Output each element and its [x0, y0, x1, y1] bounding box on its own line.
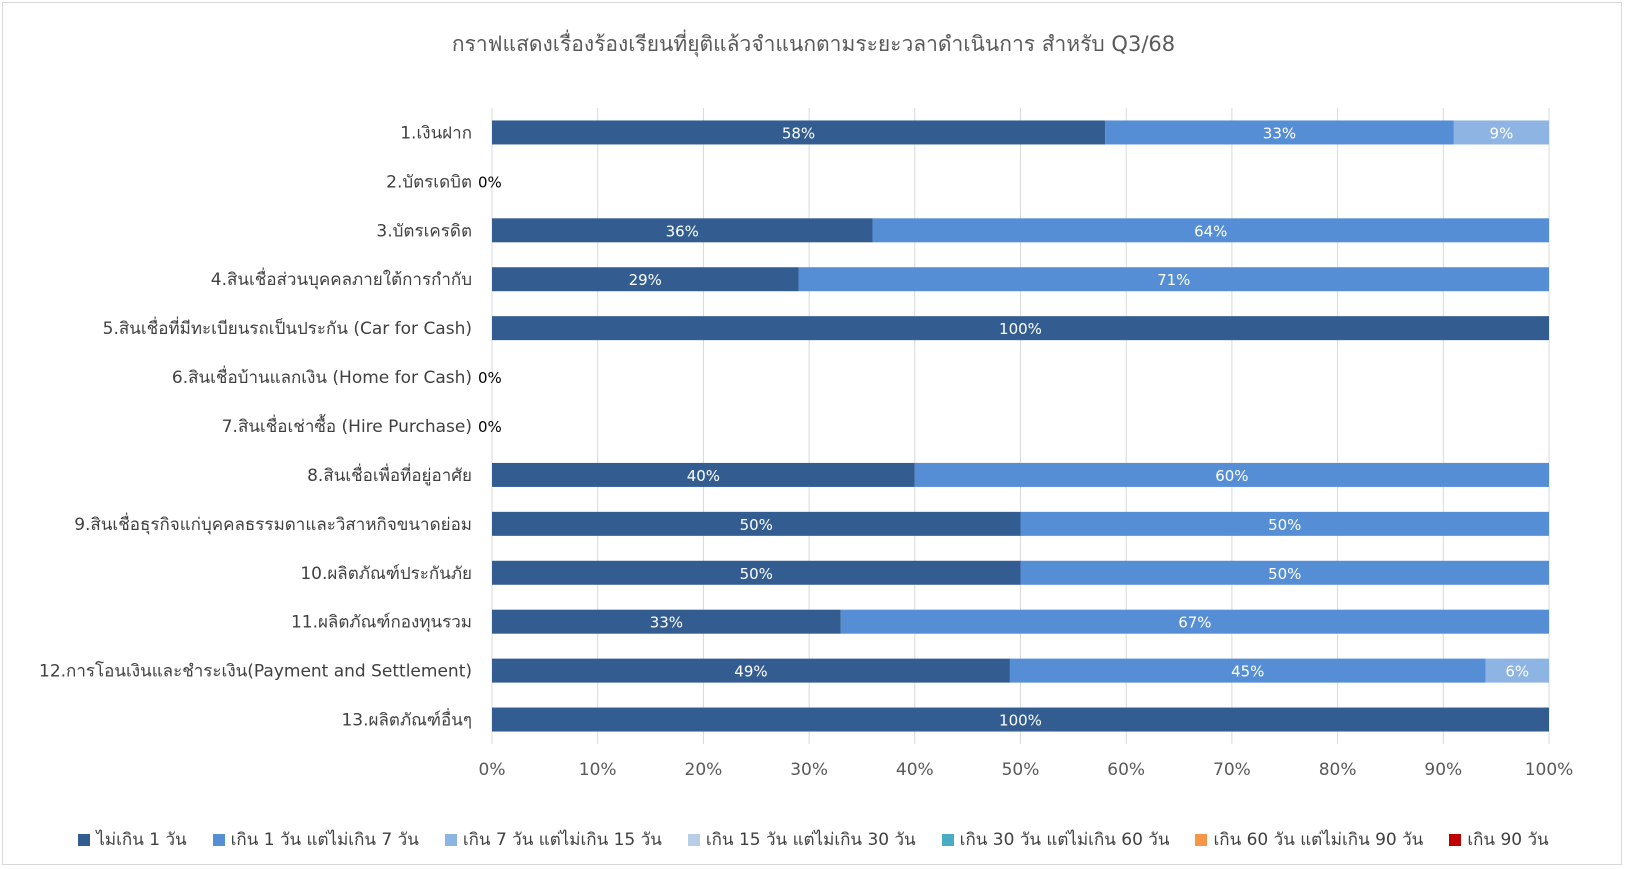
- legend-label: ไม่เกิน 1 วัน: [96, 830, 187, 850]
- x-tick-label: 50%: [1002, 760, 1040, 780]
- legend-label: เกิน 60 วัน แต่ไม่เกิน 90 วัน: [1213, 830, 1424, 850]
- category-label: 3.บัตรเครดิต: [376, 221, 472, 241]
- category-label: 11.ผลิตภัณฑ์กองทุนรวม: [291, 613, 472, 633]
- x-tick-label: 0%: [479, 760, 506, 780]
- category-label: 13.ผลิตภัณฑ์อื่นๆ: [341, 708, 472, 731]
- data-label: 64%: [1194, 222, 1227, 240]
- legend-label: เกิน 7 วัน แต่ไม่เกิน 15 วัน: [462, 830, 662, 850]
- data-label: 33%: [1263, 124, 1296, 142]
- data-label: 0%: [478, 173, 502, 191]
- bar-segment: [492, 316, 1549, 341]
- bar-segment: [1453, 120, 1549, 145]
- legend-item: เกิน 30 วัน แต่ไม่เกิน 60 วัน: [941, 826, 1170, 853]
- bar-segment: [1105, 120, 1454, 145]
- category-label: 9.สินเชื่อธุรกิจแก่บุคคลธรรมดาและวิสาหกิ…: [74, 512, 472, 535]
- bar-segment: [492, 462, 915, 487]
- legend-item: ไม่เกิน 1 วัน: [78, 826, 187, 853]
- x-tick-label: 10%: [579, 760, 617, 780]
- x-tick-label: 100%: [1525, 760, 1574, 780]
- x-tick-label: 40%: [896, 760, 934, 780]
- bar-segment: [914, 462, 1549, 487]
- bar-segment: [1009, 658, 1486, 683]
- bar-segment: [1020, 560, 1549, 585]
- data-label: 9%: [1490, 124, 1514, 142]
- bar-segment: [492, 658, 1010, 683]
- legend-swatch: [1195, 833, 1208, 846]
- x-tick-label: 60%: [1107, 760, 1145, 780]
- bar-segment: [492, 267, 799, 292]
- data-label: 100%: [999, 712, 1042, 730]
- bar-segment: [492, 707, 1549, 732]
- category-label: 5.สินเชื่อที่มีทะเบียนรถเป็นประกัน (Car …: [103, 316, 472, 339]
- data-label: 58%: [782, 124, 815, 142]
- x-tick-label: 70%: [1213, 760, 1251, 780]
- legend-swatch: [1449, 833, 1462, 846]
- data-label: 33%: [650, 614, 683, 632]
- bar-segment: [872, 218, 1549, 243]
- data-label: 60%: [1215, 467, 1248, 485]
- data-label: 71%: [1157, 271, 1190, 289]
- data-label: 0%: [478, 418, 502, 436]
- category-label: 8.สินเชื่อเพื่อที่อยู่อาศัย: [307, 463, 472, 486]
- legend-label: เกิน 90 วัน: [1467, 830, 1549, 850]
- bar-segment: [1020, 511, 1549, 536]
- category-label: 2.บัตรเดบิต: [386, 172, 472, 192]
- data-label: 67%: [1178, 614, 1211, 632]
- legend-item: เกิน 15 วัน แต่ไม่เกิน 30 วัน: [687, 826, 916, 853]
- data-label: 36%: [666, 222, 699, 240]
- data-label: 49%: [734, 663, 767, 681]
- legend-swatch: [941, 833, 954, 846]
- x-tick-label: 90%: [1424, 760, 1462, 780]
- legend-item: เกิน 90 วัน: [1449, 826, 1549, 853]
- data-label: 50%: [1268, 516, 1301, 534]
- bar-segment: [798, 267, 1549, 292]
- category-label: 7.สินเชื่อเช่าซื้อ (Hire Purchase): [222, 414, 472, 437]
- legend-label: เกิน 30 วัน แต่ไม่เกิน 60 วัน: [959, 830, 1170, 850]
- bar-segment: [492, 560, 1021, 585]
- x-tick-label: 30%: [790, 760, 828, 780]
- data-label: 50%: [1268, 565, 1301, 583]
- legend-item: เกิน 7 วัน แต่ไม่เกิน 15 วัน: [444, 826, 662, 853]
- data-label: 100%: [999, 320, 1042, 338]
- x-tick-label: 80%: [1319, 760, 1357, 780]
- data-label: 50%: [740, 516, 773, 534]
- chart-legend: ไม่เกิน 1 วัน เกิน 1 วัน แต่ไม่เกิน 7 วัน…: [0, 826, 1627, 853]
- data-label: 0%: [478, 369, 502, 387]
- bar-segment: [840, 609, 1549, 634]
- bar-segment: [492, 120, 1106, 145]
- legend-item: เกิน 60 วัน แต่ไม่เกิน 90 วัน: [1195, 826, 1423, 853]
- category-label: 6.สินเชื่อบ้านแลกเงิน (Home for Cash): [172, 365, 472, 388]
- category-label: 1.เงินฝาก: [400, 123, 472, 143]
- chart-title: กราฟแสดงเรื่องร้องเรียนที่ยุติแล้วจำแนกต…: [451, 32, 1176, 56]
- bar-segment: [492, 609, 841, 634]
- category-label: 10.ผลิตภัณฑ์ประกันภัย: [300, 564, 472, 584]
- data-label: 50%: [740, 565, 773, 583]
- legend-swatch: [212, 833, 225, 846]
- legend-label: เกิน 1 วัน แต่ไม่เกิน 7 วัน: [230, 830, 419, 850]
- legend-swatch: [687, 833, 700, 846]
- data-label: 6%: [1505, 663, 1529, 681]
- bar-segment: [492, 218, 873, 243]
- legend-item: เกิน 1 วัน แต่ไม่เกิน 7 วัน: [212, 826, 419, 853]
- data-label: 45%: [1231, 663, 1264, 681]
- data-label: 29%: [629, 271, 662, 289]
- category-label: 4.สินเชื่อส่วนบุคคลภายใต้การกำกับ: [211, 267, 472, 290]
- bar-segment: [492, 511, 1021, 536]
- bar-segment: [1485, 658, 1549, 683]
- legend-swatch: [444, 833, 457, 846]
- category-label: 12.การโอนเงินและชำระเงิน(Payment and Set…: [39, 661, 472, 682]
- data-label: 40%: [687, 467, 720, 485]
- legend-label: เกิน 15 วัน แต่ไม่เกิน 30 วัน: [705, 830, 916, 850]
- x-tick-label: 20%: [685, 760, 723, 780]
- legend-swatch: [78, 833, 91, 846]
